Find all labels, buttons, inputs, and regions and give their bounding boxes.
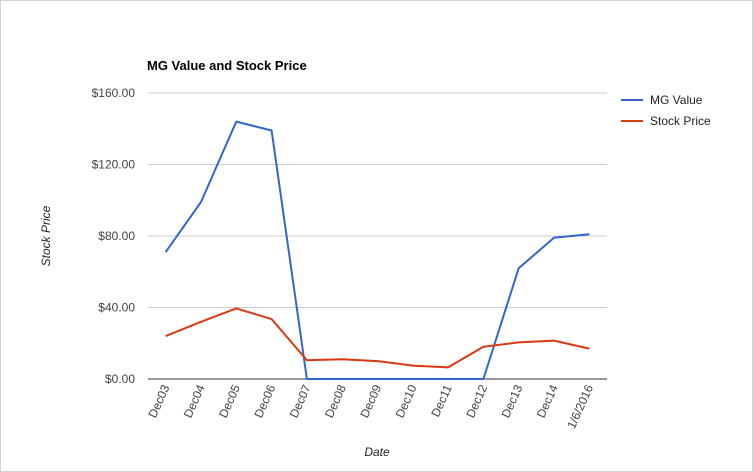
x-tick-label: Dec07 bbox=[287, 382, 314, 420]
x-tick-label: Dec14 bbox=[534, 382, 561, 420]
gridlines bbox=[148, 92, 607, 308]
y-tick-label: $160.00 bbox=[92, 86, 136, 100]
y-tick-label: $40.00 bbox=[98, 301, 135, 315]
series-line-stock-price bbox=[165, 307, 590, 369]
x-tick-label: Dec03 bbox=[145, 382, 172, 420]
x-tick-label: Dec04 bbox=[181, 382, 208, 420]
legend-label: Stock Price bbox=[650, 114, 711, 128]
y-tick-label: $0.00 bbox=[105, 372, 135, 386]
x-axis-ticks: Dec03 Dec04 Dec05 Dec06 Dec07 Dec08 Dec09 Dec10… bbox=[145, 382, 596, 431]
legend-label: MG Value bbox=[650, 93, 703, 107]
x-tick-label: Dec09 bbox=[357, 382, 384, 420]
x-tick-label: Dec05 bbox=[216, 382, 243, 420]
y-tick-label: $120.00 bbox=[92, 158, 136, 172]
x-tick-label: Dec11 bbox=[428, 382, 455, 419]
x-tick-label: Dec13 bbox=[499, 382, 526, 420]
y-tick-label: $80.00 bbox=[98, 229, 135, 243]
x-tick-label: Dec06 bbox=[251, 382, 278, 420]
x-tick-label: Dec08 bbox=[322, 382, 349, 420]
series-line-mg-value bbox=[164, 120, 590, 380]
y-axis-title: Stock Price bbox=[39, 205, 53, 266]
chart-title: MG Value and Stock Price bbox=[147, 58, 307, 73]
y-axis-ticks: $0.00 $40.00 $80.00 $120.00 $160.00 bbox=[92, 86, 136, 386]
x-tick-label: Dec10 bbox=[393, 382, 420, 420]
x-tick-label: 1/6/2016 bbox=[564, 382, 596, 431]
series-lines bbox=[164, 120, 590, 380]
x-tick-label: Dec12 bbox=[463, 382, 490, 420]
legend: MG Value Stock Price bbox=[621, 93, 711, 128]
x-axis-title: Date bbox=[364, 445, 390, 459]
